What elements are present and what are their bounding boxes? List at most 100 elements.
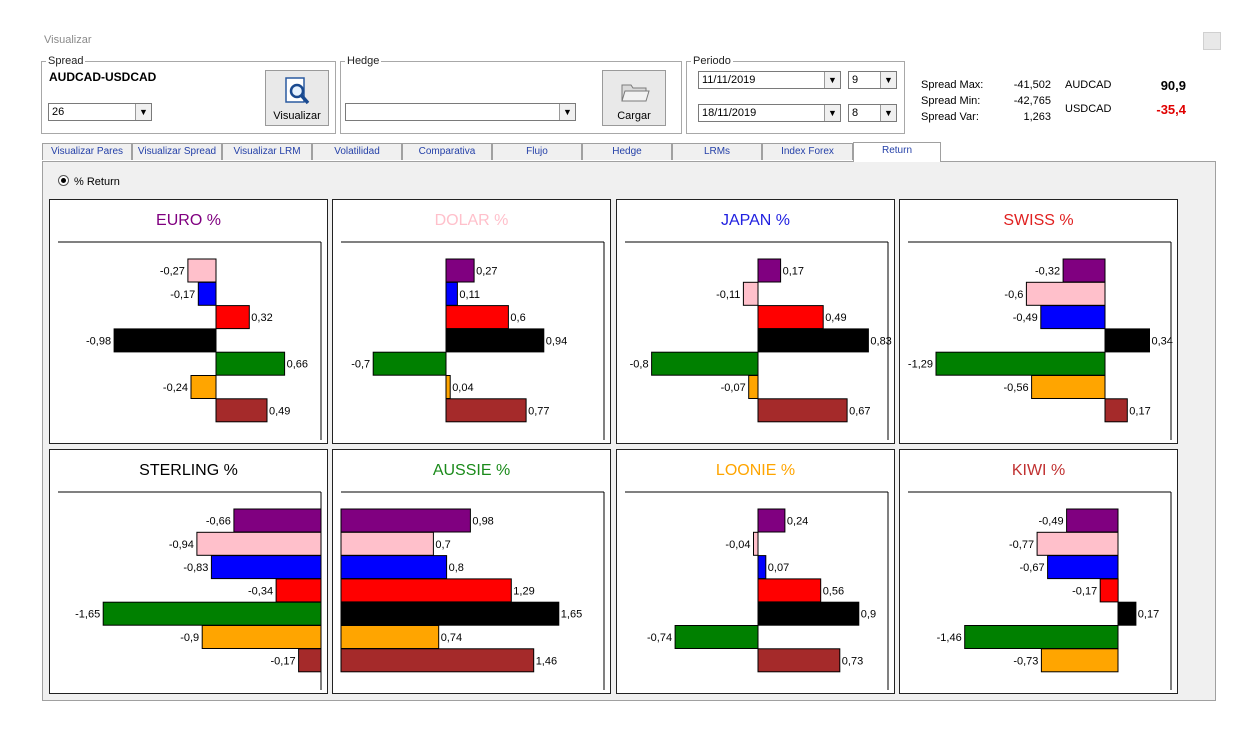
bar-value-label: -0,98 [86,335,111,347]
bar-value-label: -1,46 [937,632,962,644]
chart-bar [215,305,250,330]
chart-bar [210,555,322,580]
chart-title: SWISS % [1003,212,1074,229]
chart-bar [190,375,217,399]
spread-max-value: -41,502 [1013,79,1051,91]
bar-chart: 0,24 -0,04 0,07 0,56 0,9 -0,74 0,73 [625,491,889,690]
chevron-down-icon[interactable]: ▼ [824,72,840,88]
chart-bar [753,531,759,556]
chart-title: JAPAN % [720,212,791,229]
bar-value-label: -0,66 [206,516,231,528]
bar-value-label: -0,24 [163,382,188,394]
hour-from-select[interactable]: 9 ▼ [848,71,897,89]
bar-value-label: -0,32 [1035,266,1060,278]
pair1-name: AUDCAD [1065,79,1112,91]
tab-volatilidad[interactable]: Volatilidad [312,143,402,160]
bar-value-label: -0,04 [725,539,750,551]
date-from-value: 11/11/2019 [702,74,756,86]
bar-value-label: 0,32 [251,312,272,324]
chart-bar [340,578,512,603]
chart-bar [757,578,822,603]
bar-value-label: 0,73 [842,655,863,667]
bar-value-label: 0,34 [1152,335,1173,347]
chevron-down-icon[interactable]: ▼ [824,105,840,121]
chart-bar [1099,578,1119,603]
spread-period-value: 26 [52,106,65,118]
search-document-icon [285,77,310,105]
radio-checked-icon[interactable] [58,175,69,186]
chart-bar [298,648,322,673]
chart-bar [445,328,545,353]
chevron-down-icon[interactable]: ▼ [880,105,896,121]
chart-bar [215,351,286,376]
chart-bar [748,375,759,399]
chart-bar [1040,305,1106,330]
bar-value-label: 0,56 [823,585,844,597]
chart-bar [340,648,535,673]
chart-bar [757,398,848,423]
tab-visualizar-pares[interactable]: Visualizar Pares [42,143,132,160]
bar-value-label: -1,29 [908,359,933,371]
chart-panel: KIWI % -0,49 -0,77 -0,67 -0,17 0,17 -1,46 -0,73 [899,449,1178,694]
chart-title: EURO % [156,212,221,229]
chart-panel: JAPAN % 0,17 -0,11 0,49 0,83 -0,8 -0,07 0,67 [616,199,895,444]
chart-bar [757,328,869,353]
bar-value-label: -0,73 [1013,655,1038,667]
chevron-down-icon[interactable]: ▼ [559,104,575,120]
chart-bar [674,625,759,649]
chart-title: KIWI % [1011,462,1066,479]
chart-bar [757,601,860,626]
return-radio-label: % Return [74,176,120,188]
chart-panel: EURO % -0,27 -0,17 0,32 -0,98 0,66 -0,24 0,49 [49,199,328,444]
bar-value-label: 0,83 [870,335,891,347]
chevron-down-icon[interactable]: ▼ [880,72,896,88]
bar-value-label: 0,07 [768,562,789,574]
chart-bar [1025,281,1106,306]
close-icon[interactable] [1203,32,1221,50]
bar-value-label: 0,67 [849,405,870,417]
chart-bar [445,281,458,306]
bar-chart: 0,27 0,11 0,6 0,94 -0,7 0,04 0,77 [341,241,605,440]
bar-value-label: 0,8 [449,562,464,574]
chart-panel: LOONIE % 0,24 -0,04 0,07 0,56 0,9 -0,74 0,73 [616,449,895,694]
visualizar-button[interactable]: Visualizar [265,70,329,126]
tab-flujo[interactable]: Flujo [492,143,582,160]
bar-value-label: 1,46 [536,655,557,667]
bar-value-label: 0,66 [287,359,308,371]
bar-value-label: -0,49 [1013,312,1038,324]
bar-value-label: -0,17 [1072,585,1097,597]
bar-value-label: -1,65 [75,609,100,621]
date-from-select[interactable]: 11/11/2019 ▼ [698,71,841,89]
pair2-name: USDCAD [1065,103,1112,115]
spread-var-value: 1,263 [1023,111,1051,123]
chart-bar [757,305,824,330]
return-radio[interactable]: % Return [58,175,120,188]
bar-value-label: -0,17 [170,289,195,301]
tab-visualizar-lrm[interactable]: Visualizar LRM [222,143,312,160]
folder-open-icon [621,84,650,102]
chart-bar [340,555,448,580]
chart-bar [445,305,509,330]
bar-value-label: -0,7 [351,359,370,371]
tab-hedge[interactable]: Hedge [582,143,672,160]
tab-return[interactable]: Return [853,142,941,162]
tab-comparativa[interactable]: Comparativa [402,143,492,160]
tab-index-forex[interactable]: Index Forex [762,143,853,160]
tab-visualizar-spread[interactable]: Visualizar Spread [132,143,222,160]
bar-value-label: 1,29 [513,585,534,597]
bar-chart: 0,17 -0,11 0,49 0,83 -0,8 -0,07 0,67 [625,241,892,440]
chart-bar [1066,508,1119,533]
cargar-button-label: Cargar [617,110,651,122]
hour-to-select[interactable]: 8 ▼ [848,104,897,122]
cargar-button[interactable]: Cargar [602,70,666,126]
chart-title: STERLING % [139,462,238,479]
chart-bar [201,625,322,649]
chart-bar [340,625,440,649]
hedge-select[interactable]: ▼ [345,103,576,121]
chevron-down-icon[interactable]: ▼ [135,104,151,120]
bar-value-label: -0,11 [716,289,740,301]
tab-lrms[interactable]: LRMs [672,143,762,160]
spread-period-select[interactable]: 26 ▼ [48,103,152,121]
date-to-select[interactable]: 18/11/2019 ▼ [698,104,841,122]
bar-chart: -0,49 -0,77 -0,67 -0,17 0,17 -1,46 -0,73 [908,491,1172,690]
